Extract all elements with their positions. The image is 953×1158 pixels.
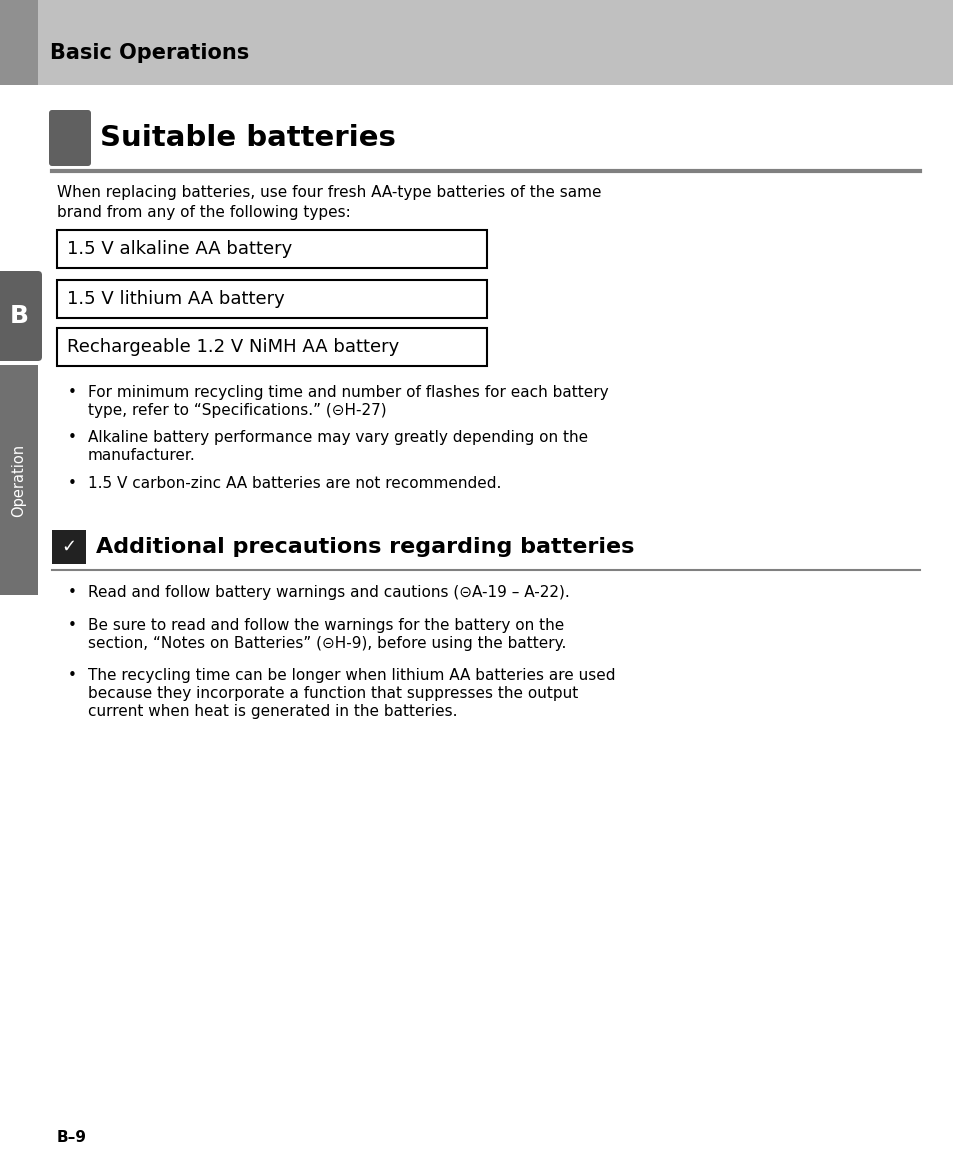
Text: 1.5 V carbon-zinc AA batteries are not recommended.: 1.5 V carbon-zinc AA batteries are not r… — [88, 476, 501, 491]
Text: When replacing batteries, use four fresh AA-type batteries of the same: When replacing batteries, use four fresh… — [57, 185, 601, 200]
Text: ✓: ✓ — [61, 538, 76, 556]
Text: type, refer to “Specifications.” (⊝H-27): type, refer to “Specifications.” (⊝H-27) — [88, 403, 386, 418]
Text: because they incorporate a function that suppresses the output: because they incorporate a function that… — [88, 686, 578, 701]
Text: Alkaline battery performance may vary greatly depending on the: Alkaline battery performance may vary gr… — [88, 430, 587, 445]
Text: Rechargeable 1.2 V NiMH AA battery: Rechargeable 1.2 V NiMH AA battery — [67, 338, 399, 356]
Text: manufacturer.: manufacturer. — [88, 448, 195, 463]
Bar — [52, 530, 86, 564]
Text: •: • — [68, 618, 76, 633]
Text: brand from any of the following types:: brand from any of the following types: — [57, 205, 351, 220]
Text: section, “Notes on Batteries” (⊝H-9), before using the battery.: section, “Notes on Batteries” (⊝H-9), be… — [88, 636, 566, 651]
Text: The recycling time can be longer when lithium AA batteries are used: The recycling time can be longer when li… — [88, 668, 615, 683]
Text: •: • — [68, 668, 76, 683]
Bar — [57, 280, 486, 318]
Text: •: • — [68, 585, 76, 600]
Text: Basic Operations: Basic Operations — [50, 43, 249, 63]
Bar — [0, 0, 953, 85]
Text: For minimum recycling time and number of flashes for each battery: For minimum recycling time and number of… — [88, 384, 608, 400]
FancyBboxPatch shape — [0, 271, 42, 361]
Text: B–9: B–9 — [57, 1130, 87, 1145]
Bar — [57, 230, 486, 267]
Text: 1.5 V lithium AA battery: 1.5 V lithium AA battery — [67, 290, 284, 308]
Bar — [0, 0, 38, 85]
Text: B: B — [10, 305, 29, 328]
Text: Be sure to read and follow the warnings for the battery on the: Be sure to read and follow the warnings … — [88, 618, 563, 633]
Text: Read and follow battery warnings and cautions (⊝A-19 – A-22).: Read and follow battery warnings and cau… — [88, 585, 569, 600]
Bar — [57, 328, 486, 366]
Bar — [0, 365, 38, 595]
Text: 1.5 V alkaline AA battery: 1.5 V alkaline AA battery — [67, 240, 292, 258]
Text: Additional precautions regarding batteries: Additional precautions regarding batteri… — [96, 537, 634, 557]
Text: current when heat is generated in the batteries.: current when heat is generated in the ba… — [88, 704, 457, 719]
Text: •: • — [68, 430, 76, 445]
FancyBboxPatch shape — [49, 110, 91, 166]
Text: •: • — [68, 476, 76, 491]
Text: •: • — [68, 384, 76, 400]
Text: Operation: Operation — [11, 444, 27, 516]
Text: Suitable batteries: Suitable batteries — [100, 124, 395, 152]
